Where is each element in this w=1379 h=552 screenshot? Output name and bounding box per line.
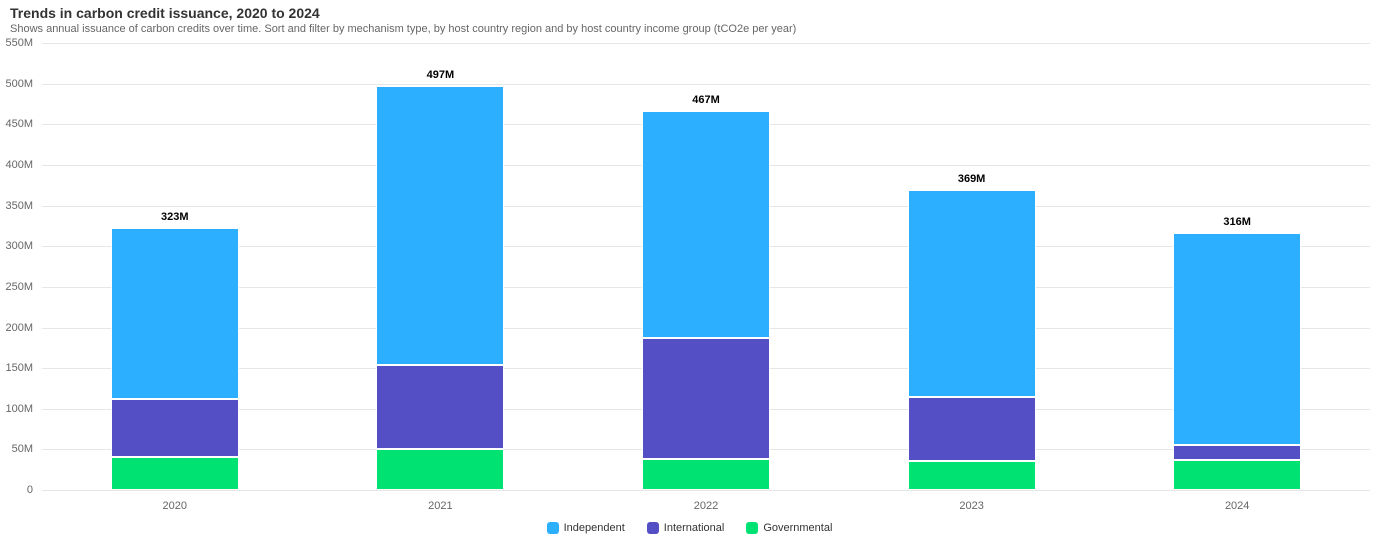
legend-label: Governmental: [763, 522, 833, 534]
y-axis-label: 550M: [5, 37, 33, 49]
chart-title: Trends in carbon credit issuance, 2020 t…: [10, 5, 320, 21]
legend-swatch-icon: [546, 522, 559, 534]
y-axis-label: 300M: [5, 240, 33, 253]
bar-segment-governmental[interactable]: [376, 448, 505, 490]
legend-swatch-icon: [646, 522, 659, 534]
y-axis-label: 0: [26, 484, 33, 496]
bar-2020[interactable]: [110, 227, 239, 491]
bar-segment-governmental[interactable]: [642, 459, 770, 491]
legend-label: Independent: [563, 522, 625, 534]
bar-total-label: 497M: [426, 69, 455, 82]
bar-segment-independent[interactable]: [1173, 233, 1302, 446]
y-axis-label: 250M: [5, 280, 33, 293]
x-axis-label: 2024: [1224, 500, 1250, 512]
legend-item-governmental[interactable]: Governmental: [746, 522, 832, 534]
bar-segment-governmental[interactable]: [907, 461, 1036, 490]
bar-segment-international[interactable]: [642, 338, 770, 460]
bar-2023[interactable]: [907, 190, 1036, 490]
plot-area: 0 50M 100M 150M 200M 250M 300M 350M 400M 450M 500M…: [0, 37, 1379, 496]
y-axis-label: 450M: [5, 118, 33, 131]
y-axis-label: 350M: [5, 199, 33, 212]
y-axis-label: 200M: [5, 321, 33, 334]
legend: Independent International Governmental: [0, 522, 1379, 534]
bar-2021[interactable]: [376, 86, 505, 490]
y-axis-label: 150M: [5, 362, 33, 375]
y-axis-label: 400M: [5, 158, 33, 171]
bar-total-label: 323M: [161, 210, 189, 223]
y-axis-label: 100M: [5, 402, 33, 415]
legend-item-international[interactable]: International: [646, 522, 725, 534]
bar-segment-governmental[interactable]: [110, 456, 239, 490]
bar-2022[interactable]: [642, 110, 770, 491]
legend-swatch-icon: [746, 522, 759, 534]
bar-total-label: 467M: [692, 93, 720, 106]
bar-segment-independent[interactable]: [642, 110, 770, 339]
grid-line: [42, 490, 1370, 491]
bar-segment-independent[interactable]: [376, 86, 505, 365]
x-axis-label: 2021: [428, 500, 453, 512]
chart-subtitle: Shows annual issuance of carbon credits …: [10, 23, 797, 35]
x-axis-label: 2020: [162, 500, 188, 512]
bar-2024[interactable]: [1173, 233, 1302, 490]
x-axis-label: 2022: [693, 500, 719, 512]
bar-segment-governmental[interactable]: [1173, 459, 1302, 490]
grid-line: [42, 43, 1370, 44]
bar-segment-independent[interactable]: [110, 227, 239, 399]
bar-total-label: 369M: [957, 173, 986, 186]
bar-segment-international[interactable]: [376, 364, 505, 449]
grid-line: [42, 83, 1370, 85]
legend-label: International: [663, 522, 725, 534]
y-axis-label: 50M: [11, 443, 33, 456]
bar-segment-independent[interactable]: [907, 190, 1036, 398]
bar-segment-international[interactable]: [110, 399, 239, 457]
y-axis-label: 500M: [5, 77, 33, 90]
legend-item-independent[interactable]: Independent: [546, 522, 625, 534]
bar-total-label: 316M: [1223, 216, 1251, 229]
bar-segment-international[interactable]: [907, 397, 1036, 462]
x-axis-label: 2023: [959, 500, 984, 512]
bar-segment-international[interactable]: [1173, 445, 1302, 460]
